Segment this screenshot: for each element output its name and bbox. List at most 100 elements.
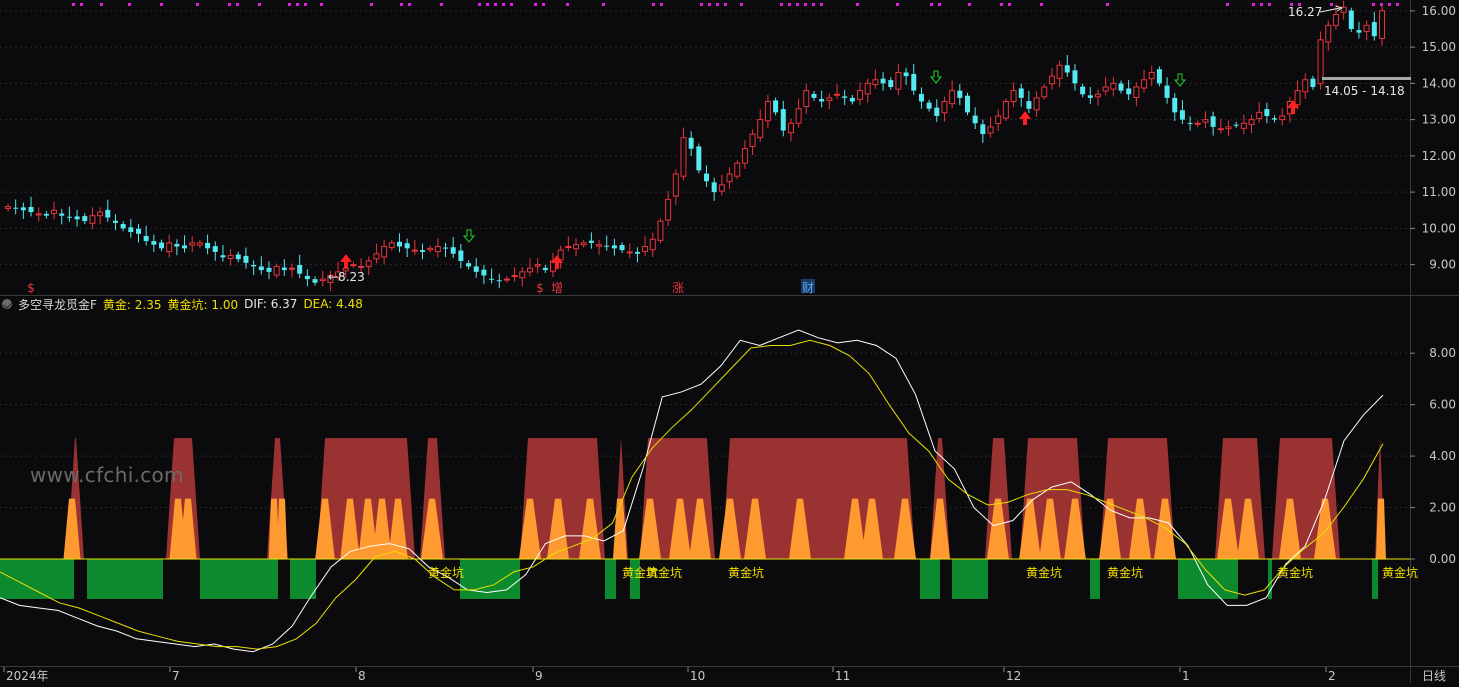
signal-dot <box>296 3 299 6</box>
candle <box>1102 76 1109 96</box>
candle <box>1210 111 1216 136</box>
candle-body <box>443 247 449 249</box>
candle-body <box>166 242 173 253</box>
candle-body <box>1141 79 1148 89</box>
candle-body <box>297 264 303 274</box>
candle-body <box>1272 118 1278 120</box>
pit-block <box>87 559 163 599</box>
sell-arrow-icon <box>462 229 476 243</box>
candle-body <box>251 264 257 267</box>
candle <box>427 245 434 253</box>
gold-peak <box>63 498 81 560</box>
candle-body <box>319 278 326 282</box>
candle-body <box>143 235 149 242</box>
candle <box>1363 20 1370 41</box>
indicator-menu-icon[interactable] <box>2 299 12 309</box>
pit-label: 黄金坑 <box>646 565 682 580</box>
candle-body <box>872 79 879 85</box>
candle-body <box>1310 78 1316 87</box>
candle-body <box>657 220 664 241</box>
candle <box>526 258 533 277</box>
candle <box>565 236 572 252</box>
candle-body <box>1094 93 1101 98</box>
candle-body <box>450 247 456 254</box>
candle-body <box>749 133 756 147</box>
period-label[interactable]: 日线 <box>1422 669 1447 683</box>
candle <box>473 258 479 278</box>
signal-dot <box>700 3 703 6</box>
candle <box>726 167 733 189</box>
candle-body <box>611 245 617 249</box>
candle <box>466 260 472 270</box>
candle-body <box>304 275 310 280</box>
signal-dot <box>1226 3 1229 6</box>
candle-body <box>411 249 418 252</box>
event-markers: $ $ 增 涨 财 <box>27 279 815 295</box>
candle-body <box>1010 90 1017 102</box>
gold-peak <box>930 498 950 560</box>
gold-peak <box>1314 498 1336 560</box>
candle-body <box>1356 30 1362 33</box>
candle-body <box>1264 109 1270 116</box>
price-tick-label: 11.00 <box>1422 185 1456 199</box>
candle <box>864 78 871 103</box>
indicator-name[interactable]: 多空寻龙觅金F <box>18 297 97 312</box>
signal-dot <box>708 3 711 6</box>
candle <box>28 196 34 217</box>
candle-body <box>787 122 794 134</box>
candle-body <box>688 137 694 149</box>
signal-dot <box>796 3 799 6</box>
candle <box>381 239 388 265</box>
candle-body <box>74 216 80 220</box>
gold-peak <box>987 498 1009 560</box>
candle-body <box>420 250 426 252</box>
buy-arrow-icon <box>551 255 563 269</box>
candle <box>857 82 864 106</box>
candle <box>941 96 948 122</box>
candle <box>1217 118 1224 134</box>
candle <box>596 239 603 255</box>
candle-body <box>864 82 871 95</box>
signal-dot <box>716 3 719 6</box>
dea-label: DEA: <box>303 297 333 311</box>
candle-body <box>665 198 672 221</box>
signal-dot <box>408 3 411 6</box>
candle-body <box>266 267 272 272</box>
candle <box>120 221 126 232</box>
candle-body <box>1048 75 1055 85</box>
candle <box>995 109 1002 131</box>
signal-dots <box>72 3 1399 6</box>
candle <box>888 77 894 90</box>
signal-dot <box>740 3 743 6</box>
candle <box>489 268 495 284</box>
candle-body <box>773 100 779 113</box>
candle-body <box>696 146 702 171</box>
candle <box>388 239 395 251</box>
candle <box>626 243 633 259</box>
candle-body <box>82 216 88 222</box>
candle <box>834 84 841 99</box>
candle <box>511 267 518 282</box>
candle <box>903 67 909 85</box>
candle-body <box>1302 79 1309 93</box>
candle <box>795 98 802 128</box>
candle-body <box>105 209 111 218</box>
gold-peak <box>358 498 378 560</box>
gold-block <box>1375 436 1386 560</box>
candle-body <box>826 97 833 101</box>
candle <box>89 207 96 230</box>
candle-body <box>358 265 365 268</box>
candle-body <box>466 263 472 267</box>
gold-peak <box>579 498 601 560</box>
candle <box>657 218 664 244</box>
candle-body <box>1179 110 1185 120</box>
gold-block <box>166 438 200 560</box>
candle <box>826 93 833 110</box>
signal-dot <box>288 3 291 6</box>
x-tick-label: 9 <box>535 669 543 683</box>
gold-peak <box>669 498 691 560</box>
candle <box>135 224 141 243</box>
candle-body <box>1072 70 1078 84</box>
candle <box>258 256 264 275</box>
